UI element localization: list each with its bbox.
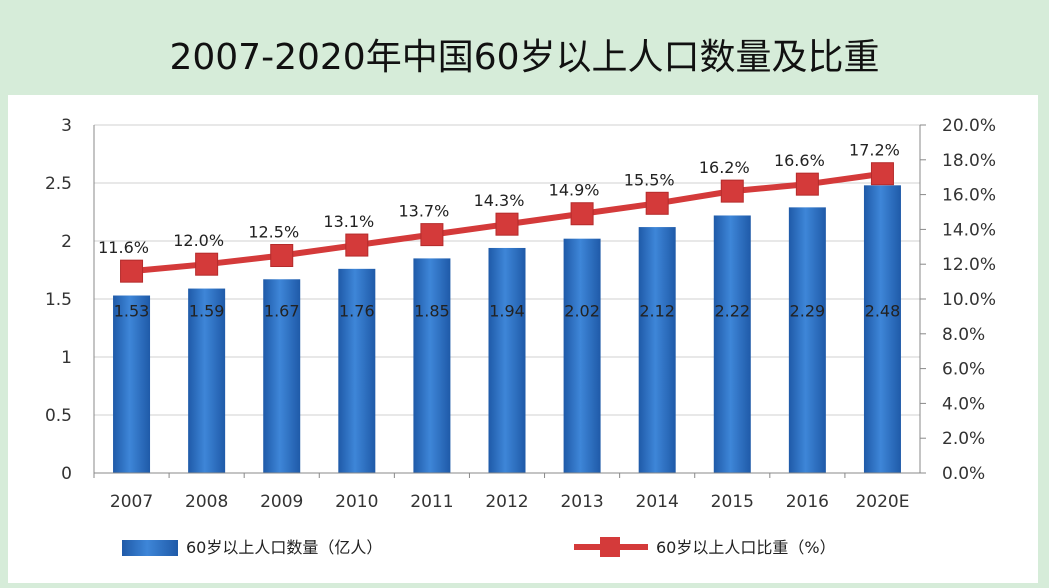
bar-2008 — [188, 288, 226, 473]
bar-value-label: 1.94 — [489, 301, 525, 320]
bar-2013 — [563, 238, 601, 473]
bar-value-label: 1.76 — [339, 301, 375, 320]
x-tick-label: 2020E — [855, 492, 909, 512]
y-right-tick-label: 18.0% — [942, 151, 996, 171]
ratio-value-label: 16.6% — [774, 151, 825, 170]
legend-line-marker — [600, 537, 620, 557]
x-tick-label: 2008 — [185, 492, 228, 512]
ratio-value-label: 12.5% — [248, 223, 299, 242]
ratio-marker-2011 — [420, 223, 444, 247]
y-right-tick-label: 0.0% — [942, 464, 985, 484]
bar-value-label: 1.67 — [264, 301, 300, 320]
bar-2010 — [338, 268, 376, 473]
ratio-value-label: 14.3% — [474, 191, 525, 210]
y-right-tick-label: 8.0% — [942, 325, 985, 345]
y-right-tick-label: 16.0% — [942, 186, 996, 206]
x-tick-label: 2010 — [335, 492, 378, 512]
x-tick-label: 2016 — [786, 492, 829, 512]
ratio-marker-2013 — [570, 202, 594, 226]
chart-svg: 1.53 1.59 1.67 1.76 1.85 1.94 2.02 2.12 2.22 2.29… — [45, 116, 996, 557]
y-right-tick-label: 14.0% — [942, 220, 996, 240]
ratio-marker-2010 — [345, 233, 369, 257]
ratio-value-label: 11.6% — [98, 238, 149, 257]
legend-bar-label: 60岁以上人口数量（亿人） — [186, 538, 382, 557]
y-right-tick-label: 2.0% — [942, 429, 985, 449]
x-tick-label: 2012 — [485, 492, 528, 512]
x-tick-label: 2013 — [560, 492, 603, 512]
x-tick-label: 2007 — [110, 492, 153, 512]
y-right-tick-label: 20.0% — [942, 116, 996, 136]
y-left-tick-label: 2 — [61, 232, 72, 252]
x-tick-label: 2014 — [636, 492, 679, 512]
bar-value-label: 2.22 — [714, 301, 750, 320]
x-tick-label: 2009 — [260, 492, 303, 512]
y-right-tick-label: 4.0% — [942, 394, 985, 414]
bar-2016 — [788, 207, 826, 474]
ratio-marker-2016 — [795, 172, 819, 196]
ratio-value-label: 14.9% — [549, 181, 600, 200]
y-right-tick-label: 10.0% — [942, 290, 996, 310]
y-left-tick-label: 1 — [61, 348, 72, 368]
bar-value-label: 2.02 — [564, 301, 600, 320]
ratio-value-label: 17.2% — [849, 141, 900, 160]
y-right-tick-label: 12.0% — [942, 255, 996, 275]
y-left-tick-label: 0 — [61, 464, 72, 484]
bar-value-label: 1.53 — [114, 301, 150, 320]
x-tick-label: 2011 — [410, 492, 453, 512]
bar-2012 — [488, 247, 526, 473]
chart-panel: 1.53 1.59 1.67 1.76 1.85 1.94 2.02 2.12 2.22 2.29… — [8, 95, 1038, 583]
ratio-value-label: 13.1% — [323, 212, 374, 231]
ratio-value-label: 15.5% — [624, 170, 675, 189]
ratio-marker-2009 — [270, 244, 294, 267]
bar-value-label: 2.29 — [790, 301, 826, 320]
bar-value-label: 1.59 — [189, 301, 225, 320]
ratio-marker-2015 — [720, 179, 744, 203]
y-left-tick-label: 0.5 — [45, 406, 72, 426]
bar-value-label: 1.85 — [414, 301, 450, 320]
y-right-tick-label: 6.0% — [942, 360, 985, 380]
x-tick-label: 2015 — [711, 492, 754, 512]
ratio-marker-2020E — [870, 162, 894, 186]
bar-value-label: 2.12 — [639, 301, 675, 320]
bar-2007 — [113, 295, 151, 473]
bar-2014 — [638, 227, 676, 473]
ratio-marker-2014 — [645, 191, 669, 215]
y-left-tick-label: 1.5 — [45, 290, 72, 310]
bar-value-label: 2.48 — [865, 301, 901, 320]
y-left-tick-label: 3 — [61, 116, 72, 136]
bar-2009 — [263, 279, 301, 473]
ratio-value-label: 16.2% — [699, 158, 750, 177]
ratio-marker-2012 — [495, 212, 519, 236]
legend-line-label: 60岁以上人口比重（%） — [656, 538, 836, 557]
ratio-marker-2008 — [195, 252, 219, 276]
bar-2020E — [863, 185, 901, 473]
legend-bar-swatch — [122, 540, 178, 556]
ratio-value-label: 13.7% — [398, 202, 449, 221]
y-left-tick-label: 2.5 — [45, 174, 72, 194]
ratio-marker-2007 — [120, 259, 144, 283]
bar-2015 — [713, 215, 751, 473]
ratio-value-label: 12.0% — [173, 231, 224, 250]
bar-2011 — [413, 258, 451, 473]
chart-title: 2007-2020年中国60岁以上人口数量及比重 — [169, 37, 880, 78]
